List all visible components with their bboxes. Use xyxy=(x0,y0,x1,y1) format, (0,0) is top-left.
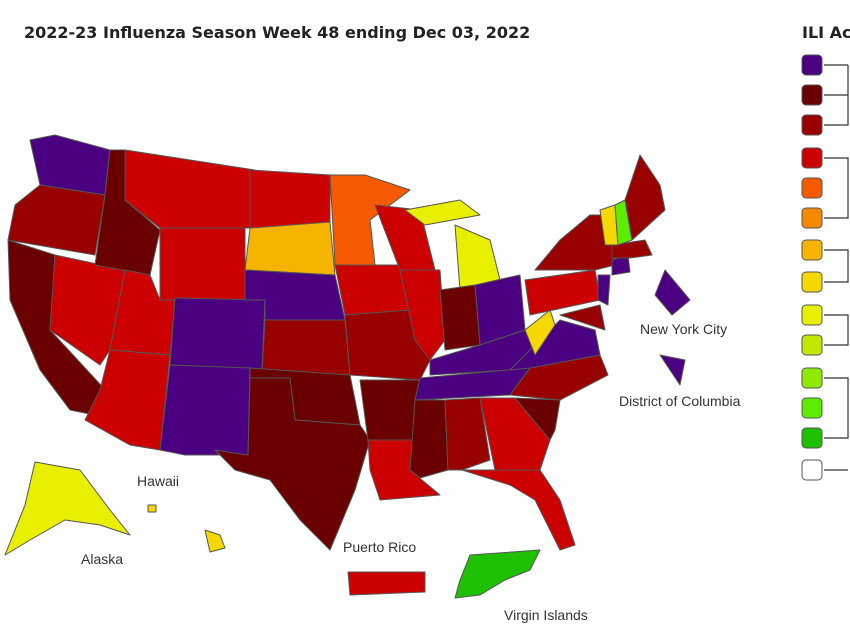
region xyxy=(344,309,431,381)
region xyxy=(624,154,666,241)
region xyxy=(244,221,336,276)
region-label: New York City xyxy=(640,321,727,337)
legend-swatch xyxy=(801,271,823,293)
bracket xyxy=(824,314,849,346)
region xyxy=(7,184,106,256)
region xyxy=(454,224,501,291)
region xyxy=(159,364,251,456)
region xyxy=(159,227,246,301)
region xyxy=(214,377,371,551)
region xyxy=(654,269,691,316)
region xyxy=(524,309,556,356)
legend-swatch xyxy=(801,427,823,449)
region xyxy=(509,354,609,401)
region-label: Alaska xyxy=(81,551,123,567)
region xyxy=(4,461,131,556)
legend-swatch xyxy=(801,459,823,481)
region xyxy=(84,349,171,451)
bracket xyxy=(824,249,849,283)
legend-swatch xyxy=(801,177,823,199)
region xyxy=(261,319,351,376)
regions xyxy=(4,134,691,599)
region xyxy=(169,297,266,371)
region xyxy=(409,399,449,479)
legend-swatch xyxy=(801,147,823,169)
legend-swatch xyxy=(801,334,823,356)
region xyxy=(461,469,576,551)
region xyxy=(597,274,611,306)
region xyxy=(454,549,541,599)
bracket xyxy=(824,377,849,439)
region-label: District of Columbia xyxy=(619,393,741,409)
legend-title: ILI Ac xyxy=(802,23,850,42)
region xyxy=(204,529,226,553)
region xyxy=(404,199,481,226)
region-label: Virgin Islands xyxy=(504,607,588,623)
legend-swatch xyxy=(801,54,823,76)
legend-swatch xyxy=(801,84,823,106)
bracket xyxy=(824,64,849,126)
legend-swatch xyxy=(801,207,823,229)
region xyxy=(479,397,551,471)
region xyxy=(659,354,686,386)
region xyxy=(514,397,561,441)
region xyxy=(359,379,421,441)
region-label: Hawaii xyxy=(137,473,179,489)
region xyxy=(147,504,157,513)
region xyxy=(444,397,491,471)
legend-swatch xyxy=(801,367,823,389)
region xyxy=(347,571,426,596)
region-label: Puerto Rico xyxy=(343,539,416,555)
legend-swatch xyxy=(801,114,823,136)
legend-brackets xyxy=(824,64,849,471)
legend xyxy=(801,54,823,481)
region xyxy=(399,269,446,361)
region xyxy=(249,169,331,229)
region xyxy=(334,264,411,316)
region xyxy=(439,284,481,351)
map-title: 2022-23 Influenza Season Week 48 ending … xyxy=(24,23,530,42)
region xyxy=(611,239,653,259)
region xyxy=(559,304,606,331)
legend-swatch xyxy=(801,239,823,261)
bracket xyxy=(824,157,849,219)
legend-swatch xyxy=(801,397,823,419)
legend-swatch xyxy=(801,304,823,326)
